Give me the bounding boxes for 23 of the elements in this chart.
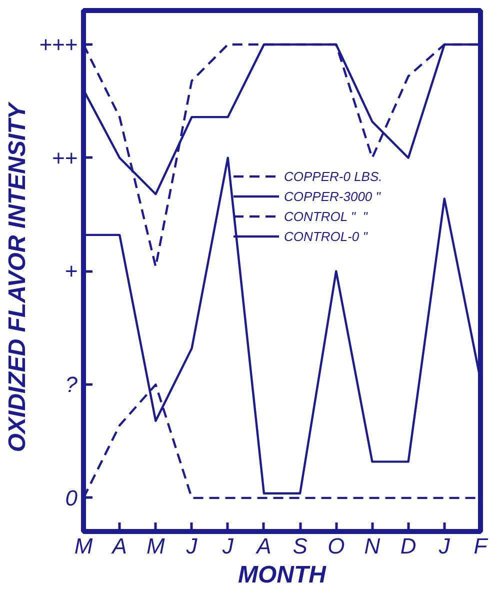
annotation: +++ bbox=[38, 32, 78, 58]
legend-label: CONTROL-0 " bbox=[284, 228, 368, 244]
legend-label: CONTROL " " bbox=[284, 208, 368, 224]
x-tick-label: O bbox=[328, 534, 345, 558]
annotation: 0 bbox=[65, 485, 78, 510]
x-tick-label: N bbox=[364, 534, 380, 558]
y-axis-title: OXIDIZED FLAVOR INTENSITY bbox=[4, 101, 31, 452]
x-tick-label: A bbox=[110, 534, 127, 558]
x-tick-label: S bbox=[292, 534, 308, 558]
annotation: ++ bbox=[52, 145, 78, 170]
x-tick-label: M bbox=[74, 534, 94, 558]
x-tick-label: M bbox=[146, 534, 166, 558]
x-tick-label: A bbox=[254, 534, 272, 558]
x-axis-title: MONTH bbox=[238, 562, 327, 588]
annotation: ? bbox=[65, 372, 78, 398]
x-tick-label: J bbox=[185, 534, 198, 558]
legend-label: COPPER-0 LBS. bbox=[284, 168, 382, 184]
legend-label: COPPER-3000 " bbox=[284, 188, 380, 204]
x-tick-label: D bbox=[400, 534, 416, 558]
x-tick-label: J bbox=[221, 534, 234, 558]
x-tick-label: F bbox=[474, 534, 489, 558]
x-tick-label: J bbox=[438, 534, 451, 558]
annotation: + bbox=[64, 258, 78, 284]
